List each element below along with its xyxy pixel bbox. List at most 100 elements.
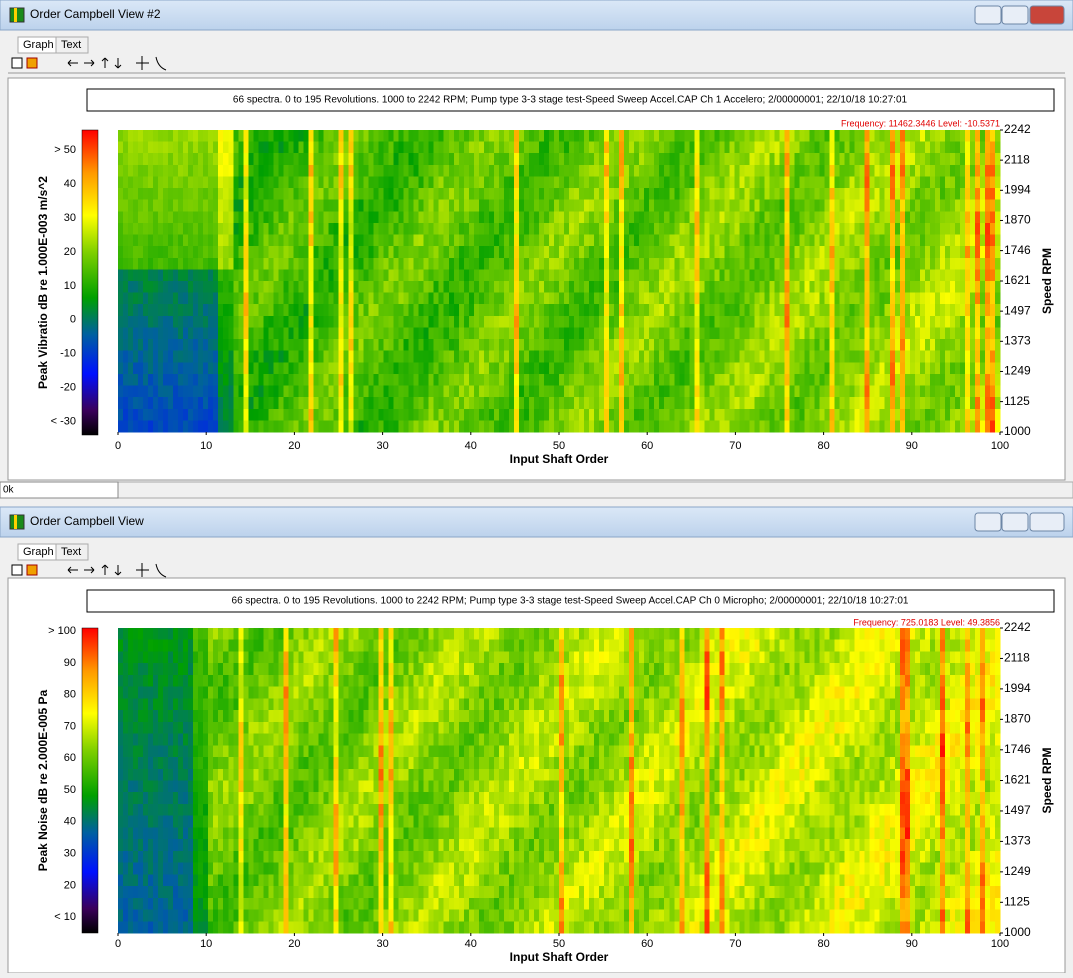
heatmap-cell [629,269,635,281]
heatmap-cell [288,339,294,351]
heatmap-cell [514,640,520,652]
up-icon[interactable] [102,565,108,575]
right-icon[interactable] [84,567,94,573]
tab-label[interactable]: Graph [23,39,54,51]
maximize-button[interactable] [1002,6,1028,24]
tab-label[interactable]: Text [61,546,81,558]
maximize-button[interactable] [1002,513,1028,531]
heatmap-cell [459,130,465,142]
heatmap-cell [464,269,470,281]
down-icon[interactable] [115,58,121,68]
heatmap-cell [905,351,911,363]
heatmap-cell [644,640,650,652]
close-button[interactable] [1030,6,1064,24]
heatmap-cell [835,258,841,270]
heatmap-cell [253,188,259,200]
heatmap-cell [228,246,234,258]
heatmap-cell [609,211,615,223]
heatmap-cell [820,269,826,281]
heatmap-cell [133,386,139,398]
heatmap-cell [860,188,866,200]
heatmap-cell [394,165,400,177]
heatmap-cell [810,153,816,165]
left-icon[interactable] [68,60,78,66]
heatmap-cell [604,269,610,281]
copy-icon[interactable] [12,565,22,575]
copy-icon[interactable] [12,58,22,68]
heatmap-cell [524,293,530,305]
heatmap-cell [865,130,871,142]
print-icon[interactable] [27,58,37,68]
heatmap-cell [679,281,685,293]
heatmap-cell [544,351,550,363]
cursor-icon[interactable] [136,563,149,577]
heatmap-cell [384,374,390,386]
heatmap-cell [865,200,871,212]
heatmap-cell [774,316,780,328]
heatmap-cell [278,409,284,421]
heatmap-cell [519,351,525,363]
print-icon[interactable] [27,565,37,575]
up-icon[interactable] [102,58,108,68]
heatmap-cell [734,269,740,281]
tab-label[interactable]: Text [61,39,81,51]
heatmap-cell [860,176,866,188]
heatmap-cell [729,269,735,281]
heatmap-cell [744,327,750,339]
tab-label[interactable]: Graph [23,546,54,558]
heatmap-cell [945,304,951,316]
heatmap-cell [564,386,570,398]
heatmap-cell [704,281,710,293]
heatmap-cell [163,628,169,640]
minimize-button[interactable] [975,513,1001,531]
heatmap-cell [995,258,1001,270]
heatmap-cell [369,420,375,432]
heatmap-cell [384,200,390,212]
cursor-icon[interactable] [136,56,149,70]
heatmap-cell [268,304,274,316]
heatmap-cell [429,327,435,339]
heatmap-cell [564,223,570,235]
heatmap-cell [198,269,204,281]
heatmap-cell [404,211,410,223]
heatmap-cell [233,327,239,339]
heatmap-cell [559,223,565,235]
heatmap-cell [369,281,375,293]
right-icon[interactable] [84,60,94,66]
minimize-button[interactable] [975,6,1001,24]
heatmap-cell [970,223,976,235]
heatmap-cell [539,223,545,235]
heatmap-cell [313,409,319,421]
heatmap-cell [880,211,886,223]
heatmap-cell [810,327,816,339]
heatmap-cell [985,269,991,281]
heatmap-cell [619,258,625,270]
heatmap-cell [118,339,124,351]
heatmap-cell [609,420,615,432]
heatmap-cell [975,223,981,235]
down-icon[interactable] [115,565,121,575]
heatmap-cell [344,281,350,293]
heatmap-cell [499,165,505,177]
heatmap-cell [840,374,846,386]
left-icon[interactable] [68,567,78,573]
heatmap-cell [449,153,455,165]
heatmap-cell [629,640,635,652]
heatmap-cell [850,211,856,223]
peak-icon[interactable] [156,564,166,577]
heatmap-cell [389,165,395,177]
peak-icon[interactable] [156,57,166,70]
heatmap-cell [634,176,640,188]
heatmap-cell [489,640,495,652]
heatmap-cell [679,235,685,247]
heatmap-cell [484,188,490,200]
heatmap-cell [965,339,971,351]
heatmap-cell [238,176,244,188]
heatmap-cell [604,362,610,374]
close-button[interactable] [1030,513,1064,531]
heatmap-cell [709,409,715,421]
heatmap-cell [885,304,891,316]
heatmap-cell [168,420,174,432]
heatmap-cell [965,374,971,386]
heatmap-cell [679,130,685,142]
